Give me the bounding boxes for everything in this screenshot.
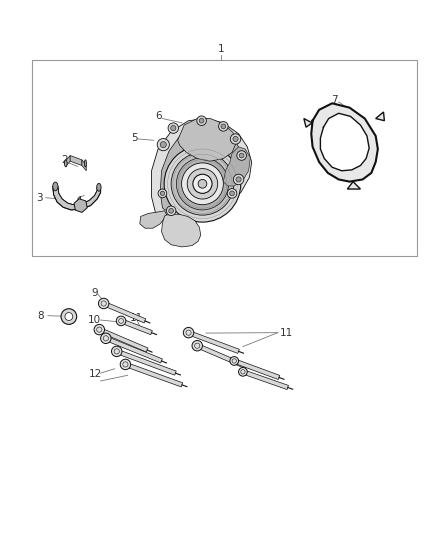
Text: 2: 2 (61, 155, 68, 165)
Circle shape (227, 189, 237, 198)
Circle shape (184, 327, 194, 338)
Circle shape (237, 151, 247, 160)
Circle shape (236, 177, 241, 182)
Circle shape (199, 118, 204, 123)
Circle shape (171, 152, 234, 215)
Polygon shape (304, 118, 312, 127)
Text: 11: 11 (130, 313, 143, 323)
Circle shape (112, 346, 122, 357)
Circle shape (120, 359, 131, 370)
Circle shape (219, 122, 228, 131)
Ellipse shape (53, 182, 58, 191)
Circle shape (198, 180, 207, 188)
Circle shape (168, 123, 179, 133)
Circle shape (193, 174, 212, 193)
Bar (32, 60, 417, 256)
Polygon shape (125, 362, 183, 387)
Circle shape (182, 163, 223, 205)
Polygon shape (140, 211, 167, 228)
Polygon shape (103, 302, 146, 323)
Text: 8: 8 (37, 311, 44, 321)
Circle shape (158, 189, 167, 198)
Circle shape (65, 313, 73, 320)
Circle shape (94, 325, 105, 335)
Polygon shape (376, 112, 385, 120)
Polygon shape (223, 147, 251, 186)
Polygon shape (70, 156, 82, 166)
Polygon shape (196, 344, 247, 369)
Text: 7: 7 (331, 95, 338, 105)
Polygon shape (233, 359, 280, 379)
Circle shape (233, 136, 238, 142)
Polygon shape (82, 160, 86, 171)
Ellipse shape (64, 160, 67, 167)
Polygon shape (160, 125, 243, 211)
Text: 3: 3 (36, 193, 43, 203)
Polygon shape (188, 330, 239, 353)
Circle shape (166, 206, 176, 215)
Polygon shape (152, 118, 252, 216)
Text: 5: 5 (131, 133, 138, 143)
Polygon shape (347, 182, 360, 189)
Circle shape (116, 316, 126, 326)
Circle shape (187, 168, 218, 199)
Circle shape (160, 191, 165, 196)
Circle shape (230, 357, 239, 365)
Circle shape (177, 158, 229, 210)
Polygon shape (321, 114, 369, 171)
Circle shape (239, 367, 247, 376)
Text: 9: 9 (92, 288, 98, 297)
Circle shape (61, 309, 77, 325)
Polygon shape (99, 328, 148, 352)
Circle shape (230, 134, 241, 144)
Circle shape (230, 191, 234, 196)
Text: 1: 1 (218, 44, 225, 54)
Text: 11: 11 (280, 328, 293, 337)
Polygon shape (66, 156, 70, 166)
Text: 6: 6 (155, 111, 161, 122)
Polygon shape (162, 214, 201, 247)
Polygon shape (311, 103, 378, 182)
Circle shape (239, 153, 244, 158)
Polygon shape (242, 370, 289, 390)
Circle shape (197, 116, 206, 125)
Ellipse shape (97, 183, 101, 191)
Polygon shape (120, 319, 152, 335)
Circle shape (99, 298, 109, 309)
Polygon shape (178, 118, 237, 161)
Circle shape (164, 146, 241, 222)
Circle shape (192, 341, 202, 351)
Polygon shape (53, 187, 101, 210)
Circle shape (101, 333, 111, 344)
Circle shape (233, 174, 244, 184)
Polygon shape (105, 336, 162, 363)
Circle shape (157, 139, 170, 151)
Circle shape (171, 125, 176, 131)
Circle shape (221, 124, 226, 129)
Ellipse shape (85, 160, 86, 167)
Polygon shape (116, 349, 176, 375)
Circle shape (169, 208, 173, 213)
Circle shape (160, 142, 166, 148)
Text: 12: 12 (88, 369, 102, 379)
Text: 4: 4 (75, 196, 82, 206)
Text: 10: 10 (88, 314, 101, 325)
